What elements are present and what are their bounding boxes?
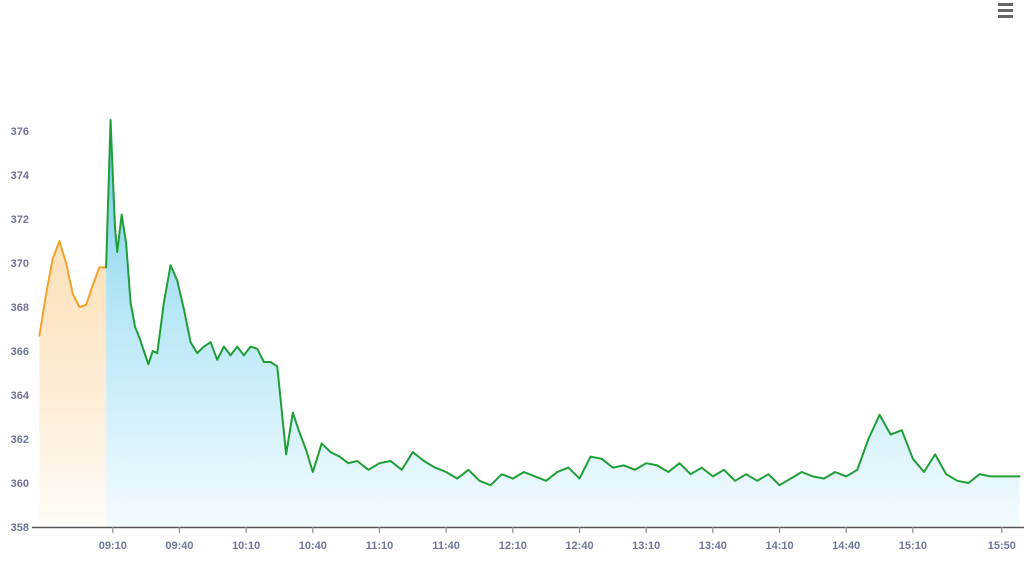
- y-axis-tick-label: 360: [11, 478, 29, 490]
- x-axis-tick-label: 15:10: [899, 540, 927, 552]
- x-axis-tick-label: 13:10: [632, 540, 660, 552]
- regular-session-price-line: [105, 119, 1021, 487]
- x-axis-tick-label: 13:40: [699, 540, 727, 552]
- menu-bar-middle: [997, 8, 1013, 12]
- y-axis-tick-label: 370: [11, 258, 29, 270]
- hamburger-menu-icon[interactable]: [994, 1, 1016, 19]
- premarket-price-line: [38, 240, 108, 337]
- regular-session-area-fill: [106, 120, 1020, 527]
- x-axis-tick-label: 14:40: [832, 540, 860, 552]
- y-axis-tick-label: 368: [11, 302, 29, 314]
- x-axis: 09:10 09:40 10:10 10:40 11:10 11:40 12:10 12:40…: [32, 526, 1024, 552]
- y-axis-tick-label: 374: [11, 170, 30, 182]
- premarket-area-fill: [39, 241, 107, 527]
- y-axis: 358 360 362 364 366 368 370 372 374 376: [11, 126, 30, 534]
- x-axis-tick-label: 11:40: [432, 540, 460, 552]
- x-axis-tick-label: 14:10: [765, 540, 793, 552]
- y-axis-tick-label: 366: [11, 346, 29, 358]
- y-axis-tick-label: 364: [11, 390, 30, 402]
- menu-bar-bottom: [997, 14, 1013, 18]
- y-axis-tick-label: 358: [11, 522, 29, 534]
- y-axis-tick-label: 362: [11, 434, 29, 446]
- x-axis-tick-label: 12:10: [499, 540, 527, 552]
- y-axis-tick-label: 372: [11, 214, 29, 226]
- x-axis-tick-label: 11:10: [366, 540, 394, 552]
- y-axis-tick-label: 376: [11, 126, 29, 138]
- x-axis-tick-label: 09:10: [99, 540, 127, 552]
- x-axis-tick-label: 10:10: [232, 540, 260, 552]
- x-axis-tick-label: 12:40: [565, 540, 593, 552]
- x-axis-tick-label: 10:40: [299, 540, 327, 552]
- x-axis-tick-label: 15:50: [988, 540, 1016, 552]
- x-axis-tick-label: 09:40: [165, 540, 193, 552]
- menu-bar-top: [997, 2, 1013, 6]
